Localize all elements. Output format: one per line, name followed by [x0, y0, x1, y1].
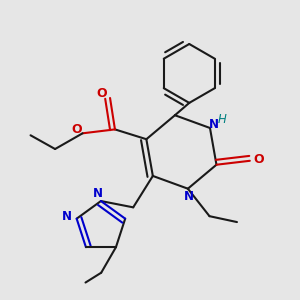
- Text: N: N: [209, 118, 219, 130]
- Text: H: H: [217, 113, 226, 126]
- Text: N: N: [93, 187, 103, 200]
- Text: O: O: [96, 87, 106, 100]
- Text: N: N: [184, 190, 194, 203]
- Text: O: O: [71, 123, 82, 136]
- Text: O: O: [253, 153, 264, 166]
- Text: N: N: [62, 210, 72, 223]
